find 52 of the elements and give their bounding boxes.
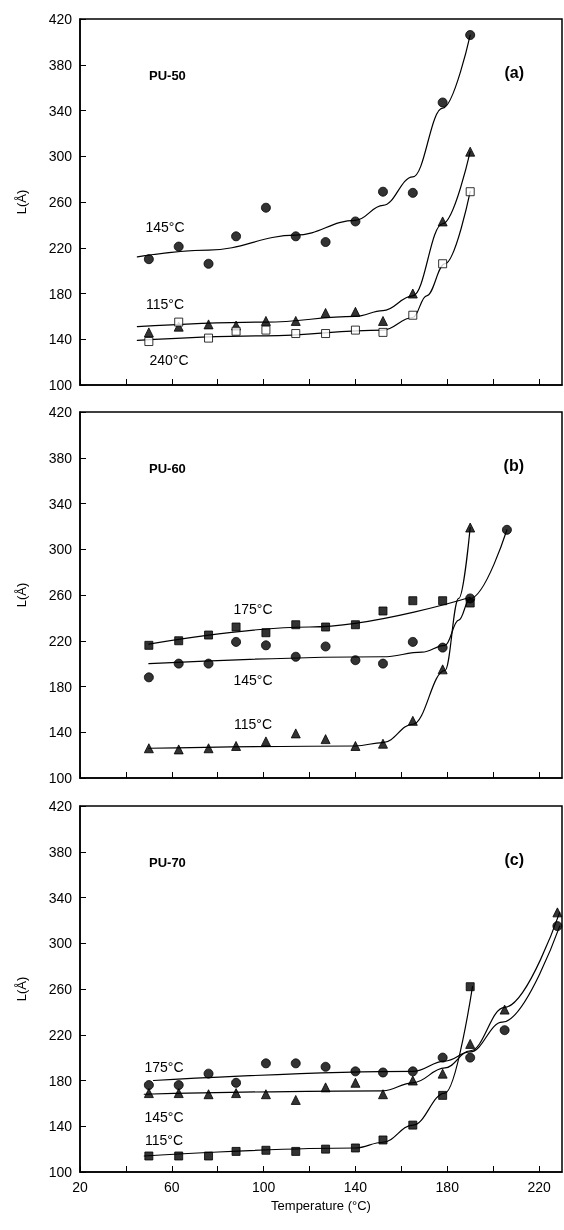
y-tick-label: 260 (48, 980, 73, 997)
x-tick-label: 220 (527, 1178, 551, 1195)
x-axis-title: Temperature (°C) (271, 1197, 371, 1213)
y-tick-label: 260 (48, 194, 73, 210)
y-tick-label: 180 (48, 285, 73, 302)
annotation: (a) (504, 63, 525, 81)
y-tick-label: 340 (48, 889, 73, 906)
y-tick-label: 100 (48, 770, 73, 787)
y-tick-label: 340 (48, 495, 73, 512)
x-tick-label: 140 (343, 1178, 368, 1195)
y-tick-label: 140 (48, 331, 73, 348)
annotation: 175°C (144, 1058, 184, 1075)
annotation: 115°C (144, 1131, 184, 1148)
text: PU-60 (149, 461, 186, 477)
y-tick-label: 300 (48, 541, 73, 558)
y-tick-label: 220 (48, 633, 73, 650)
annotation: 145°C (233, 672, 273, 689)
y-axis-title: L(Å) (14, 583, 29, 608)
y-tick-label: 220 (48, 239, 73, 256)
x-tick-label: 100 (251, 1178, 276, 1195)
annotation: (b) (503, 456, 525, 474)
x-tick-label: 60 (164, 1178, 180, 1195)
y-tick-label: 260 (48, 587, 73, 604)
y-tick-label: 220 (48, 1026, 73, 1043)
y-tick-label: 380 (48, 56, 73, 73)
y-tick-label: 380 (48, 450, 73, 467)
y-tick-label: 340 (48, 102, 73, 119)
annotation: 145°C (144, 1108, 184, 1125)
text: PU-50 (149, 68, 186, 83)
y-tick-label: 140 (48, 724, 73, 741)
y-tick-label: 100 (48, 377, 73, 393)
x-tick-label: 20 (72, 1178, 88, 1195)
y-tick-label: 380 (48, 843, 73, 860)
annotation: (c) (504, 850, 525, 868)
x-tick-label: 180 (435, 1178, 460, 1195)
y-axis-title: L(Å) (14, 976, 29, 1001)
annotation: 115°C (145, 296, 185, 312)
y-tick-label: 420 (48, 797, 73, 814)
y-tick-label: 420 (48, 11, 73, 27)
y-tick-label: 140 (48, 1117, 73, 1134)
y-tick-label: 100 (48, 1163, 73, 1180)
y-tick-label: 420 (48, 404, 73, 421)
annotation: 175°C (233, 601, 273, 618)
y-tick-label: 300 (48, 934, 73, 951)
text: PU-70 (149, 854, 186, 870)
annotation: 115°C (233, 716, 273, 733)
annotation: 240°C (149, 352, 189, 368)
y-tick-label: 180 (48, 1072, 73, 1089)
y-tick-label: 300 (48, 148, 73, 165)
annotation: 145°C (145, 219, 185, 235)
y-tick-label: 180 (48, 678, 73, 695)
y-axis-title: L(Å) (14, 189, 29, 215)
